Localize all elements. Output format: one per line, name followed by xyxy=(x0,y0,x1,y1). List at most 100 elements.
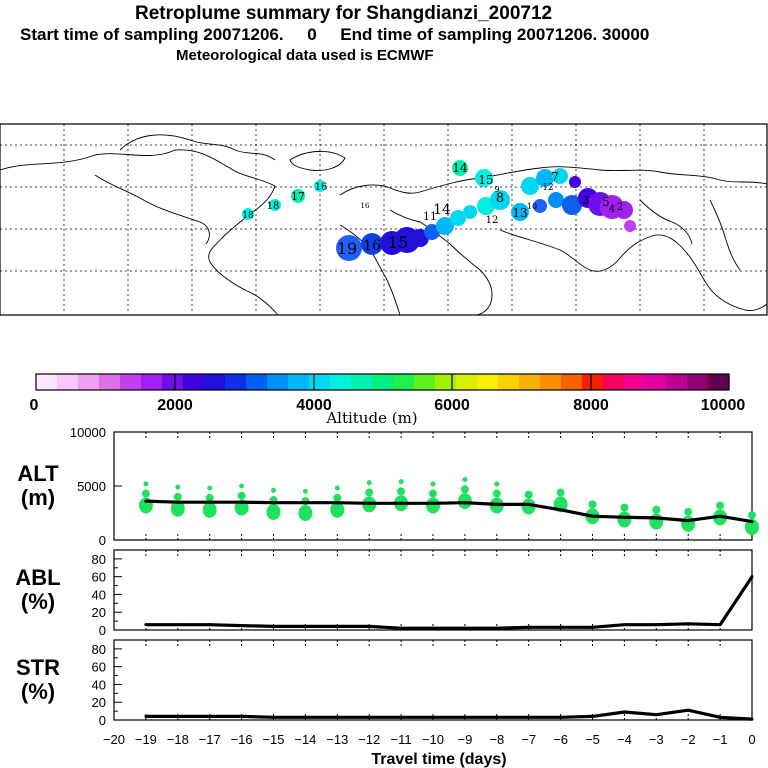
colorbar-cell xyxy=(540,374,562,390)
plume-label: 13 xyxy=(512,206,527,220)
panel-frame xyxy=(113,549,753,631)
series-point xyxy=(591,714,594,718)
altitude-scatter-blob xyxy=(141,489,150,498)
series-point xyxy=(495,626,499,630)
series-point xyxy=(654,713,658,717)
colorbar-cell xyxy=(267,374,289,390)
altitude-scatter-blob xyxy=(524,490,533,499)
met-data-note: Meteorological data used is ECMWF xyxy=(176,47,434,64)
plume-label: 10 xyxy=(527,202,537,211)
altitude-scatter-blob xyxy=(426,497,440,514)
plume-marker xyxy=(521,177,539,195)
colorbar-tick-label: 10000 xyxy=(701,397,746,414)
x-axis: −20 −19 −18 −17 −16 −15 −14 −13 −12 −11 −10 −9 −8 −7−… xyxy=(103,732,756,768)
x-tick-label: −1 xyxy=(713,732,728,747)
series-point xyxy=(240,624,244,628)
plume-marker xyxy=(361,233,383,255)
colorbar-cells xyxy=(36,374,730,390)
series-point xyxy=(431,626,435,630)
colorbar-cell xyxy=(162,374,184,390)
plume-label: 11 xyxy=(423,210,437,223)
colorbar-label: Altitude (m) xyxy=(325,409,417,427)
plume-label: 3 xyxy=(583,194,590,207)
plume-label: 8 xyxy=(496,191,504,206)
series-point xyxy=(272,501,275,505)
altitude-scatter-blob xyxy=(330,501,345,518)
plume-label: 18 xyxy=(267,201,280,212)
series-point xyxy=(144,499,148,503)
colorbar-cell xyxy=(99,374,121,390)
altitude-scatter-blob xyxy=(748,511,756,520)
series-point xyxy=(495,715,499,719)
colorbar-cell xyxy=(57,374,79,390)
altitude-scatter-blob xyxy=(745,519,759,536)
series-point xyxy=(335,501,339,505)
y-axis-label: (m) xyxy=(21,485,55,510)
colorbar-cell xyxy=(246,374,268,390)
altitude-scatter-blob xyxy=(617,511,632,528)
colorbar-cell xyxy=(687,374,709,390)
series-point xyxy=(463,626,467,630)
altitude-scatter-blob xyxy=(366,480,372,486)
plume-label: 9 xyxy=(494,185,499,194)
plume-marker xyxy=(533,199,547,213)
series-point xyxy=(750,575,754,579)
altitude-scatter-blob xyxy=(716,501,725,510)
series-point xyxy=(463,715,467,719)
y-tick-label: 0 xyxy=(99,713,106,728)
series-point xyxy=(272,624,275,628)
plume-marker xyxy=(511,203,529,221)
plume-label: 12 xyxy=(486,215,499,226)
y-tick-label: 60 xyxy=(92,660,106,675)
series-point xyxy=(303,501,307,505)
altitude-scatter-blob xyxy=(397,487,406,496)
series-point xyxy=(399,501,403,505)
x-tick-label: −2 xyxy=(681,732,696,747)
series-point xyxy=(622,710,626,714)
series-point xyxy=(686,708,690,712)
x-tick-label: −18 xyxy=(167,732,189,747)
colorbar-cell xyxy=(330,374,352,390)
plume-label: 2 xyxy=(617,202,623,213)
series-point xyxy=(622,623,626,627)
x-tick-label: −13 xyxy=(326,732,348,747)
plume-label: 5 xyxy=(602,195,610,209)
x-tick-label: −19 xyxy=(135,732,157,747)
y-tick-label: 80 xyxy=(92,552,106,567)
series-point xyxy=(399,626,403,630)
sampling-time: Start time of sampling 20071206. 0 End t… xyxy=(20,25,650,44)
altitude-scatter-blob xyxy=(143,481,149,487)
x-tick-label: −5 xyxy=(585,732,600,747)
series-point xyxy=(208,500,212,504)
colorbar-cell xyxy=(477,374,499,390)
altitude-scatter-blob xyxy=(649,513,664,530)
colorbar-cell xyxy=(120,374,142,390)
plume-marker xyxy=(475,169,493,187)
altitude-scatter-blob xyxy=(681,515,696,532)
altitude-scatter-blob xyxy=(239,483,245,489)
series-point xyxy=(591,625,594,629)
colorbar-cell xyxy=(288,374,310,390)
plume-label: 14 xyxy=(433,202,451,218)
colorbar-tick-label: 0 xyxy=(30,397,39,414)
colorbar-tick-label: 6000 xyxy=(434,397,470,414)
colorbar-cell xyxy=(645,374,667,390)
plume-marker xyxy=(336,235,362,261)
altitude-scatter-blob xyxy=(588,500,597,509)
colorbar-cell xyxy=(582,374,604,390)
plume-marker xyxy=(424,224,440,240)
alt-series-line xyxy=(145,499,753,524)
colorbar-cell xyxy=(78,374,100,390)
x-tick-label: −4 xyxy=(617,732,632,747)
chart-title: Retroplume summary for Shangdianzi_20071… xyxy=(135,3,553,24)
series-point xyxy=(176,500,180,504)
x-tick-label: −12 xyxy=(358,732,380,747)
series-point xyxy=(718,715,722,719)
colorbar-cell xyxy=(204,374,226,390)
y-tick-label: 40 xyxy=(92,587,106,602)
y-axis-label: STR xyxy=(16,655,60,680)
colorbar-cell xyxy=(498,374,520,390)
plume-label: 17 xyxy=(291,190,305,203)
